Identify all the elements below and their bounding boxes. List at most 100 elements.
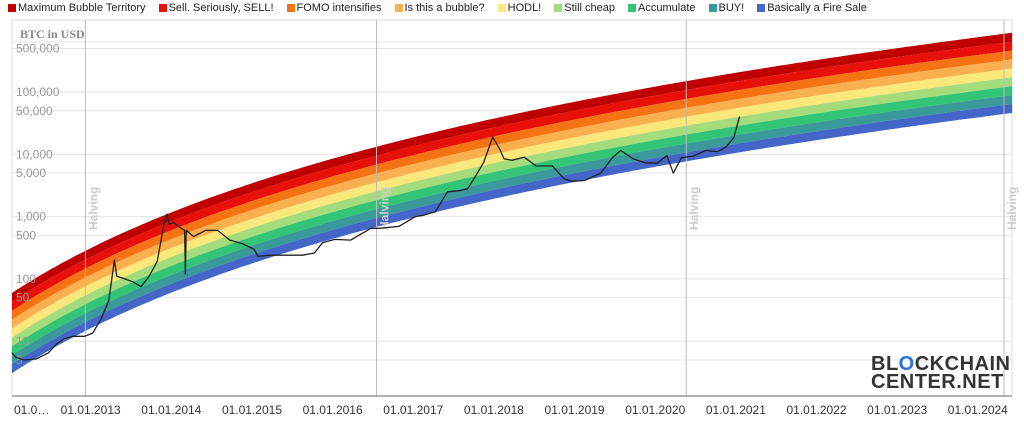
- price-point: [447, 191, 449, 193]
- price-point: [253, 248, 255, 250]
- legend-label: Maximum Bubble Territory: [18, 2, 146, 14]
- legend-label: FOMO intensifies: [296, 2, 382, 14]
- price-point: [705, 150, 707, 152]
- price-point: [551, 165, 553, 167]
- price-point: [205, 229, 207, 231]
- price-point: [584, 179, 586, 181]
- x-tick-label: 01.01.2024: [948, 403, 1008, 417]
- legend-label: BUY!: [718, 2, 745, 14]
- legend-item[interactable]: Still cheap: [554, 2, 615, 14]
- price-point: [184, 273, 186, 275]
- x-tick-label: 01.01.2022: [787, 403, 847, 417]
- legend-item[interactable]: Sell. Seriously, SELL!: [158, 2, 274, 14]
- price-point: [644, 162, 646, 164]
- y-tick-label: 1,000: [16, 210, 46, 224]
- legend-swatch: [628, 4, 637, 12]
- y-tick-label: 500: [16, 228, 36, 242]
- legend-item[interactable]: Basically a Fire Sale: [757, 2, 867, 14]
- legend-item[interactable]: Is this a bubble?: [394, 2, 485, 14]
- price-point: [738, 116, 740, 118]
- price-point: [422, 214, 424, 216]
- price-point: [398, 225, 400, 227]
- price-point: [217, 229, 219, 231]
- price-point: [184, 229, 186, 231]
- price-point: [116, 275, 118, 277]
- price-point: [92, 332, 94, 334]
- x-tick-label: 01.01.2015: [222, 403, 282, 417]
- logo-text: CKCHAIN: [914, 353, 1011, 375]
- price-point: [11, 352, 13, 354]
- price-point: [113, 259, 115, 261]
- price-point: [378, 227, 380, 229]
- price-point: [285, 254, 287, 256]
- blockchaincenter-logo: BLOCKCHAIN CENTER.NET: [871, 353, 1011, 392]
- price-point: [434, 211, 436, 213]
- price-point: [612, 156, 614, 158]
- price-point: [632, 158, 634, 160]
- price-point: [185, 229, 187, 231]
- price-point: [535, 165, 537, 167]
- price-point: [100, 319, 102, 321]
- price-point: [55, 343, 57, 345]
- price-point: [180, 227, 182, 229]
- x-tick-label: 01.01.2023: [867, 403, 927, 417]
- legend-label: Is this a bubble?: [404, 2, 485, 14]
- legend-label: Basically a Fire Sale: [767, 2, 867, 14]
- price-point: [370, 227, 372, 229]
- price-point: [148, 275, 150, 277]
- y-tick-label: 50: [16, 291, 30, 305]
- price-point: [124, 278, 126, 280]
- price-point: [350, 239, 352, 241]
- price-point: [166, 213, 168, 215]
- price-point: [108, 300, 110, 302]
- legend-swatch: [286, 4, 295, 12]
- price-point: [692, 155, 694, 157]
- price-point: [503, 158, 505, 160]
- legend-swatch: [554, 4, 563, 12]
- legend-swatch: [757, 4, 766, 12]
- price-point: [459, 190, 461, 192]
- legend-label: Accumulate: [638, 2, 696, 14]
- legend-label: Sell. Seriously, SELL!: [168, 2, 274, 14]
- legend-item[interactable]: Accumulate: [628, 2, 696, 14]
- x-tick-label: 01.01.2014: [141, 403, 201, 417]
- price-point: [717, 151, 719, 153]
- price-point: [467, 188, 469, 190]
- legend-item[interactable]: BUY!: [708, 2, 745, 14]
- legend-item[interactable]: HODL!: [497, 2, 541, 14]
- price-point: [132, 281, 134, 283]
- x-tick-label: 01.0…: [14, 403, 49, 417]
- legend-item[interactable]: Maximum Bubble Territory: [8, 2, 146, 14]
- legend-swatch: [158, 4, 167, 12]
- price-point: [511, 159, 513, 161]
- legend-swatch: [708, 4, 717, 12]
- price-point: [620, 150, 622, 152]
- price-point: [192, 235, 194, 237]
- legend-swatch: [8, 4, 16, 12]
- price-point: [63, 338, 65, 340]
- price-point: [492, 136, 494, 138]
- y-tick-label: 10: [16, 334, 30, 348]
- y-axis-title: BTC in USD: [20, 27, 85, 41]
- x-tick-label: 01.01.2019: [545, 403, 605, 417]
- price-point: [168, 223, 170, 225]
- price-point: [229, 239, 231, 241]
- price-point: [666, 155, 668, 157]
- price-point: [600, 172, 602, 174]
- price-point: [656, 162, 658, 164]
- price-point: [733, 137, 735, 139]
- logo-text: BL: [871, 353, 899, 375]
- x-tick-label: 01.01.2020: [625, 403, 685, 417]
- price-point: [140, 286, 142, 288]
- legend-item[interactable]: FOMO intensifies: [286, 2, 382, 14]
- legend-swatch: [497, 4, 506, 12]
- price-point: [71, 335, 73, 337]
- y-tick-label: 5,000: [16, 166, 46, 180]
- x-tick-label: 01.01.2016: [303, 403, 363, 417]
- x-tick-label: 01.01.2018: [464, 403, 524, 417]
- price-point: [313, 252, 315, 254]
- legend-swatch: [394, 4, 403, 12]
- price-point: [269, 254, 271, 256]
- y-tick-label: 50,000: [16, 104, 53, 118]
